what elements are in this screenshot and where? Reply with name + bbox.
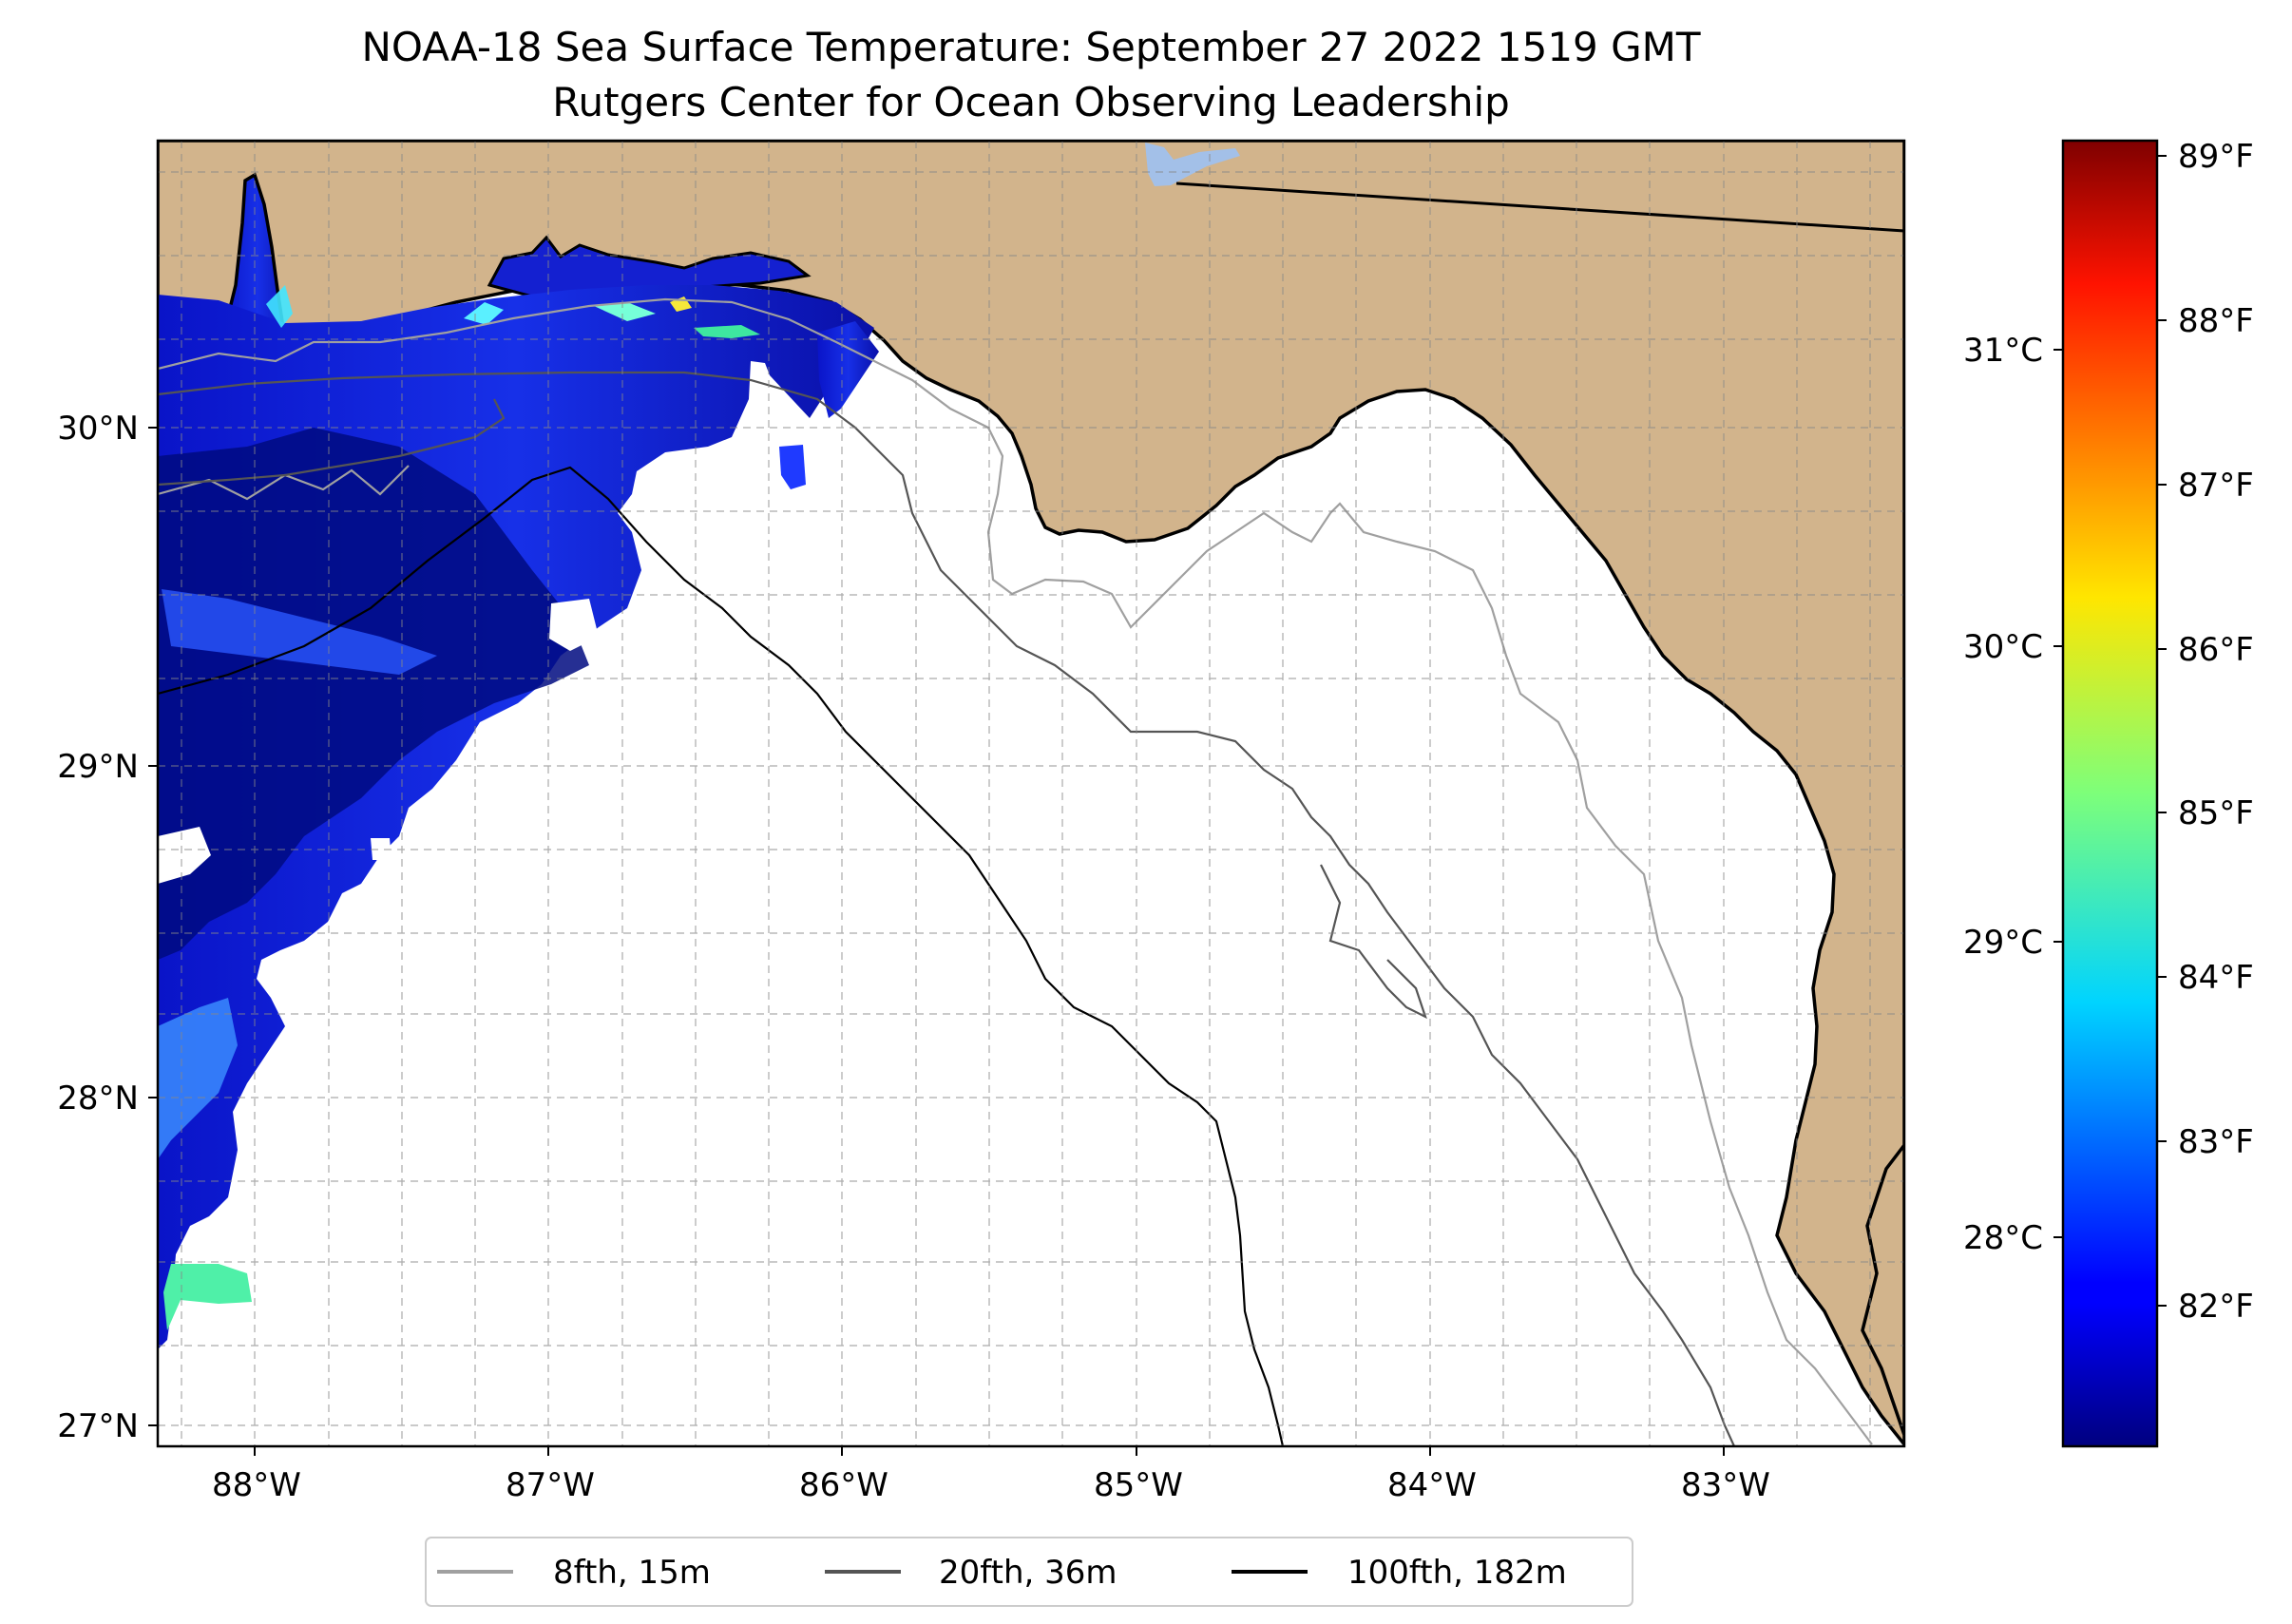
- chart-title: NOAA-18 Sea Surface Temperature: Septemb…: [361, 24, 1700, 70]
- lon-tick-label: 87°W: [506, 1466, 595, 1504]
- colorbar-fahrenheit-label: 84°F: [2178, 959, 2254, 997]
- isobath-20fth: [158, 371, 1736, 1446]
- map-frame: [156, 139, 1906, 1448]
- isobath-100fth: [158, 466, 1285, 1446]
- lon-tick-label: 84°W: [1387, 1466, 1477, 1504]
- legend-label: 8fth, 15m: [553, 1554, 711, 1592]
- lake: [1145, 143, 1240, 186]
- gridlines: [158, 141, 1904, 1446]
- lat-tick-label: 27°N: [57, 1407, 139, 1445]
- lon-tick-label: 83°W: [1681, 1466, 1770, 1504]
- legend: 8fth, 15m 20fth, 36m 100fth, 182m: [425, 1537, 1633, 1607]
- sst-data: [158, 285, 879, 1349]
- lon-tick-label: 85°W: [1094, 1466, 1183, 1504]
- lat-tick-label: 28°N: [57, 1079, 139, 1118]
- colorbar-fahrenheit-label: 89°F: [2178, 138, 2254, 176]
- lat-axis: [148, 427, 158, 1426]
- legend-box: [425, 1537, 1633, 1607]
- lon-tick-label: 88°W: [212, 1466, 301, 1504]
- lat-tick-label: 30°N: [57, 410, 139, 448]
- colorbar-celsius-label: 29°C: [1963, 924, 2043, 962]
- isobath-8fth: [158, 297, 1873, 1445]
- colorbar-celsius-label: 28°C: [1963, 1219, 2043, 1257]
- colorbar-celsius-label: 30°C: [1963, 628, 2043, 666]
- chart-subtitle: Rutgers Center for Ocean Observing Leade…: [552, 79, 1510, 125]
- legend-label: 100fth, 182m: [1347, 1554, 1567, 1592]
- colorbar: 31°C 30°C 29°C 28°C 89°F 88°F 87°F 86°F …: [1963, 138, 2254, 1448]
- map-area: [158, 141, 1904, 1446]
- colorbar-fahrenheit-label: 88°F: [2178, 302, 2254, 340]
- legend-label: 20fth, 36m: [939, 1554, 1117, 1592]
- colorbar-fahrenheit-label: 83°F: [2178, 1123, 2254, 1161]
- lat-tick-label: 29°N: [57, 748, 139, 786]
- colorbar-fahrenheit-label: 85°F: [2178, 794, 2254, 832]
- lon-tick-label: 86°W: [799, 1466, 888, 1504]
- colorbar-celsius-label: 31°C: [1963, 332, 2043, 370]
- state-boundary: [1175, 182, 1904, 233]
- colorbar-fahrenheit-label: 86°F: [2178, 631, 2254, 669]
- colorbar-gradient: [2061, 139, 2159, 1448]
- colorbar-fahrenheit-label: 82°F: [2178, 1288, 2254, 1326]
- lon-axis: [254, 1446, 1725, 1456]
- colorbar-fahrenheit-label: 87°F: [2178, 467, 2254, 505]
